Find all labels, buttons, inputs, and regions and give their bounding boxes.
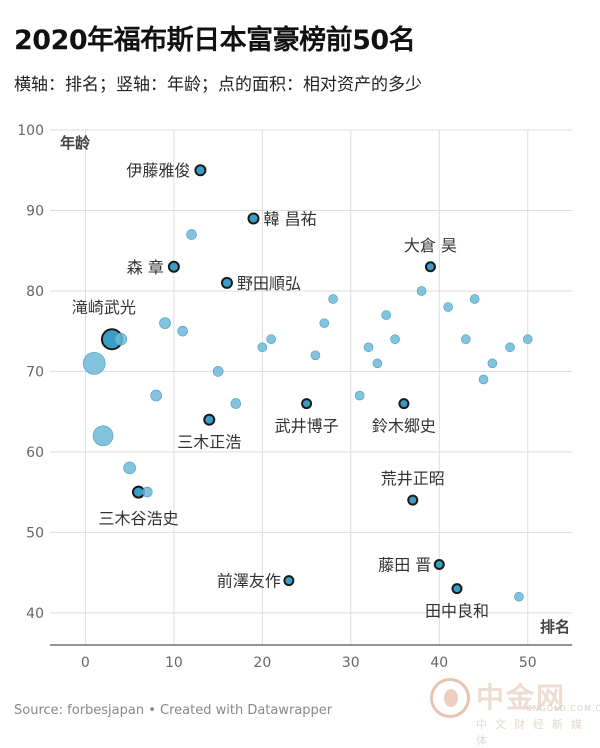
highlighted-data-point <box>283 575 295 587</box>
highlighted-data-point <box>301 398 313 410</box>
data-point <box>390 334 400 345</box>
data-point <box>123 461 136 475</box>
data-point <box>522 334 533 345</box>
point-label: 武井博子 <box>275 417 339 436</box>
data-point <box>186 229 197 240</box>
point-label: 大倉 昊 <box>404 236 457 255</box>
x-axis-label: 排名 <box>540 618 570 636</box>
chart-subtitle: 横轴：排名；竖轴：年龄；点的面积：相对资产的多少 <box>14 75 422 95</box>
watermark-name: 中金网 <box>476 681 567 714</box>
data-point <box>150 389 162 402</box>
y-tick-label: 80 <box>26 284 44 300</box>
x-tick-label: 10 <box>165 655 183 671</box>
data-point <box>478 374 489 385</box>
source-note: Source: forbesjapan • Created with Dataw… <box>14 703 333 718</box>
x-tick-label: 50 <box>519 655 537 671</box>
chart-title: 2020年福布斯日本富豪榜前50名 <box>14 25 416 56</box>
data-point <box>142 486 153 498</box>
highlighted-data-point <box>407 494 419 506</box>
point-label: 野田順弘 <box>237 274 301 293</box>
data-point <box>381 310 392 320</box>
watermark-tagline: 中文财经新媒体 <box>476 718 590 747</box>
point-label: 三木谷浩史 <box>98 509 178 528</box>
highlighted-data-point <box>451 583 463 595</box>
point-label: 森 章 <box>127 258 164 277</box>
data-point <box>177 325 189 337</box>
data-point <box>416 286 427 296</box>
y-axis-label: 年龄 <box>60 134 91 152</box>
watermark: 中金网 CNGOLD.COM.CN 中文财经新媒体 <box>430 676 600 747</box>
y-tick-label: 70 <box>26 364 44 380</box>
watermark-logo-icon <box>430 678 470 718</box>
data-point <box>443 302 453 312</box>
highlighted-data-point <box>203 413 216 426</box>
data-point <box>159 317 171 329</box>
highlighted-data-point <box>398 398 410 410</box>
data-point <box>92 425 114 447</box>
tick-labels: 40 50 60 70 80 90 100 0 10 20 30 40 50 <box>17 123 536 671</box>
data-point <box>505 342 515 353</box>
point-label: 田中良和 <box>425 602 489 621</box>
data-point <box>514 591 524 602</box>
point-label: 鈴木郷史 <box>372 417 436 436</box>
point-label: 前澤友作 <box>217 572 281 591</box>
data-point <box>363 342 374 353</box>
data-point <box>487 358 498 369</box>
highlighted-data-point <box>167 260 180 273</box>
data-point <box>266 334 276 345</box>
x-tick-label: 40 <box>430 655 448 671</box>
data-point <box>461 334 471 345</box>
data-point <box>372 358 383 369</box>
grid-lines <box>50 129 572 646</box>
data-point <box>354 390 365 401</box>
y-tick-label: 60 <box>26 445 44 461</box>
data-point <box>319 318 330 328</box>
y-tick-label: 90 <box>26 203 44 219</box>
highlighted-data-point <box>424 261 436 273</box>
highlighted-data-point <box>194 164 207 177</box>
highlighted-data-point <box>433 559 445 571</box>
point-label: 伊藤雅俊 <box>126 161 190 180</box>
point-label: 藤田 晋 <box>378 556 431 575</box>
data-point <box>82 352 106 375</box>
watermark-domain: CNGOLD.COM.CN <box>526 704 600 713</box>
point-label: 韓 昌祐 <box>263 210 316 229</box>
highlighted-data-point <box>220 276 233 289</box>
data-points <box>82 164 533 602</box>
point-label: 三木正浩 <box>177 433 241 452</box>
data-point <box>212 366 224 377</box>
y-tick-label: 100 <box>17 123 44 139</box>
point-label: 滝崎武光 <box>72 298 136 317</box>
data-point <box>328 294 338 304</box>
data-point <box>230 398 242 409</box>
data-point <box>257 342 268 353</box>
x-tick-label: 30 <box>342 655 360 671</box>
y-tick-label: 40 <box>26 606 44 622</box>
point-label: 荒井正昭 <box>381 469 445 488</box>
data-point <box>469 294 480 304</box>
x-tick-label: 0 <box>81 655 90 671</box>
x-tick-label: 20 <box>253 655 271 671</box>
data-point <box>114 332 128 346</box>
data-point <box>310 350 321 361</box>
y-tick-label: 50 <box>26 525 44 541</box>
highlighted-data-point <box>247 212 260 225</box>
